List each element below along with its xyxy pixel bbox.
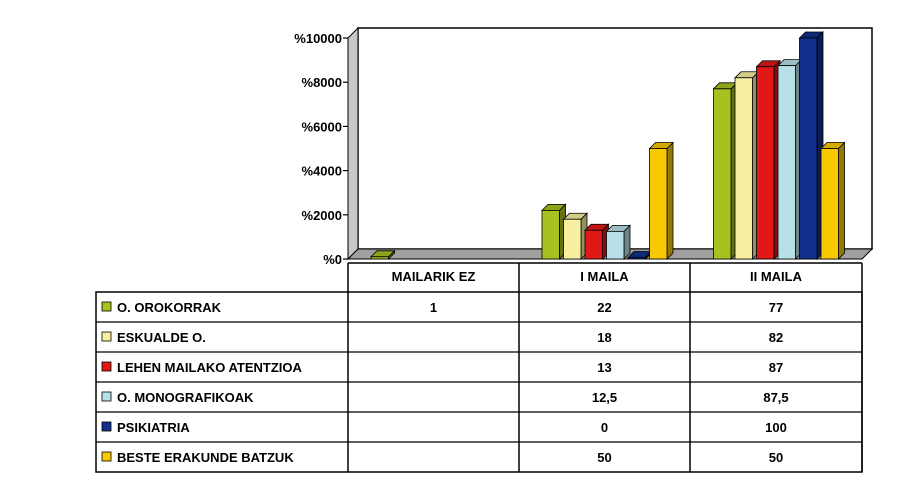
legend-swatch bbox=[101, 301, 112, 312]
bar-front bbox=[649, 148, 668, 260]
legend-swatch bbox=[101, 331, 112, 342]
category-label: MAILARIK EZ bbox=[392, 269, 476, 284]
bar bbox=[648, 141, 674, 260]
data-label: 87 bbox=[769, 360, 783, 375]
bar-front bbox=[563, 218, 582, 260]
bar bbox=[777, 58, 803, 260]
data-label: 1 bbox=[430, 300, 437, 315]
legend-swatch bbox=[101, 391, 112, 402]
data-label: 77 bbox=[769, 300, 783, 315]
bar-front bbox=[756, 66, 775, 260]
bar-front bbox=[777, 65, 796, 260]
table-row: LEHEN MAILAKO ATENTZIOA 13 87 bbox=[101, 360, 783, 375]
bar-front bbox=[584, 229, 603, 260]
legend-label: PSIKIATRIA bbox=[117, 420, 190, 435]
bars bbox=[370, 31, 846, 260]
data-label: 50 bbox=[597, 450, 611, 465]
legend-swatch bbox=[101, 421, 112, 432]
table-row: BESTE ERAKUNDE BATZUK 50 50 bbox=[101, 450, 783, 465]
bar-side bbox=[666, 141, 674, 260]
plot-side-wall bbox=[347, 26, 359, 261]
data-label: 18 bbox=[597, 330, 611, 345]
category-label: I MAILA bbox=[580, 269, 629, 284]
table-row: O. MONOGRAFIKOAK 12,5 87,5 bbox=[101, 390, 789, 405]
table-row: O. OROKORRAK 1 22 77 bbox=[101, 300, 783, 315]
bar-front bbox=[606, 230, 625, 260]
legend-label: LEHEN MAILAKO ATENTZIOA bbox=[117, 360, 302, 375]
bar bbox=[755, 59, 781, 260]
table-row: ESKUALDE O. 18 82 bbox=[101, 330, 783, 345]
data-label: 0 bbox=[601, 420, 608, 435]
bar bbox=[712, 81, 738, 260]
y-tick-label: %2000 bbox=[302, 208, 342, 223]
category-label: II MAILA bbox=[750, 269, 803, 284]
bar-front bbox=[627, 257, 646, 260]
bar bbox=[820, 141, 846, 260]
legend-label: O. OROKORRAK bbox=[117, 300, 222, 315]
y-tick-label: %10000 bbox=[294, 31, 342, 46]
bar bbox=[370, 249, 396, 260]
data-label: 12,5 bbox=[592, 390, 617, 405]
data-label: 22 bbox=[597, 300, 611, 315]
bar bbox=[734, 70, 760, 260]
legend-label: O. MONOGRAFIKOAK bbox=[117, 390, 254, 405]
legend-swatch bbox=[101, 361, 112, 372]
y-tick-label: %0 bbox=[323, 252, 342, 267]
bar-front bbox=[541, 209, 560, 260]
data-label: 82 bbox=[769, 330, 783, 345]
data-label: 50 bbox=[769, 450, 783, 465]
bar-front bbox=[820, 148, 839, 260]
data-label: 87,5 bbox=[763, 390, 788, 405]
bar bbox=[584, 223, 610, 260]
bar bbox=[798, 31, 824, 260]
bar-front bbox=[799, 37, 818, 260]
bar bbox=[605, 224, 631, 260]
bar-side bbox=[838, 141, 845, 260]
legend-label: ESKUALDE O. bbox=[117, 330, 206, 345]
bar-front bbox=[713, 88, 732, 260]
legend-swatch bbox=[101, 451, 112, 462]
data-label: 100 bbox=[765, 420, 787, 435]
y-tick-label: %4000 bbox=[302, 164, 342, 179]
y-tick-label: %8000 bbox=[302, 75, 342, 90]
y-tick-label: %6000 bbox=[302, 119, 342, 134]
bar-front bbox=[734, 77, 753, 260]
bar bbox=[541, 203, 567, 260]
data-label: 13 bbox=[597, 360, 611, 375]
legend-label: BESTE ERAKUNDE BATZUK bbox=[117, 450, 294, 465]
bar-front bbox=[370, 256, 389, 260]
table-row: PSIKIATRIA 0 100 bbox=[101, 420, 787, 435]
y-axis: %0 %2000 %4000 %6000 %8000 %10000 bbox=[294, 31, 348, 267]
bar bbox=[562, 212, 588, 260]
